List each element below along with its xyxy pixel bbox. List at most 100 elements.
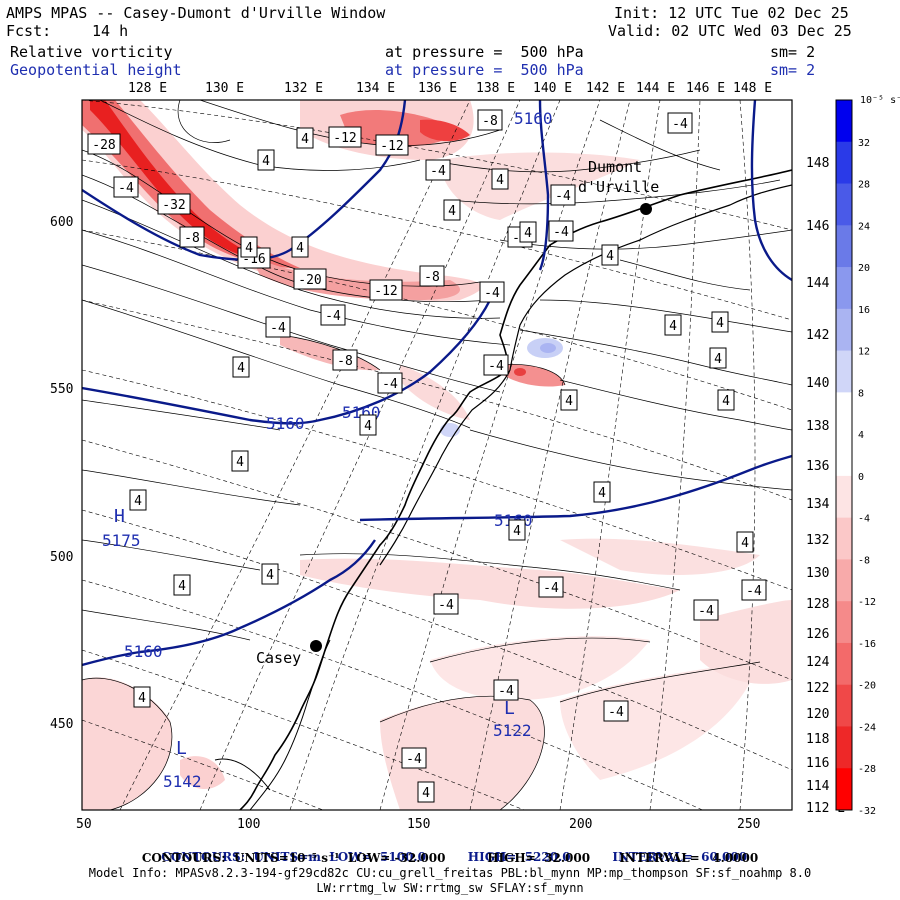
vorticity-label-text: -4 — [406, 752, 422, 767]
colorbar-level-label: -16 — [858, 639, 876, 650]
vorticity-label-box — [375, 134, 409, 156]
height-label: 5160 — [514, 109, 553, 128]
vorticity-label: -4 — [550, 184, 576, 206]
right-label: 116 E — [806, 756, 845, 771]
vorticity-label: -12 — [375, 134, 409, 156]
vorticity-label: -32 — [157, 193, 191, 215]
vorticity-label-text: 4 — [524, 226, 532, 241]
y-tick: 500 — [50, 550, 73, 565]
vorticity-label-text: 4 — [134, 494, 142, 509]
footer-vorticity-contours: CONTOURS: UNITS=10⁻⁵ s⁻¹ LOW= -32.000 HI… — [141, 851, 759, 865]
colorbar-swatch — [836, 726, 852, 769]
vorticity-label: 4 — [709, 347, 727, 369]
lon-label: 138 E — [476, 81, 515, 96]
colorbar-level-label: -32 — [858, 806, 876, 817]
vorticity-label: 4 — [173, 574, 191, 596]
vorticity-label-text: -32 — [162, 198, 185, 213]
y-tick: 550 — [50, 382, 73, 397]
vorticity-label-text: -4 — [672, 117, 688, 132]
vorticity-label-text: -4 — [608, 705, 624, 720]
colorbar-level-label: 20 — [858, 263, 870, 274]
vorticity-label: -4 — [401, 747, 427, 769]
vorticity-label-text: -4 — [498, 684, 514, 699]
vorticity-label: 4 — [232, 356, 250, 378]
field2-smoothing: sm= 2 — [770, 61, 816, 79]
lon-label: 144 E — [636, 81, 675, 96]
vorticity-label: -4 — [320, 304, 346, 326]
field1-pressure: at pressure = 500 hPa — [385, 43, 584, 61]
vorticity-label-box — [711, 311, 729, 333]
vorticity-label: -4 — [538, 576, 564, 598]
lon-label: 132 E — [284, 81, 323, 96]
vorticity-label-box — [736, 531, 754, 553]
x-tick: 100 — [237, 817, 260, 832]
vorticity-label-text: -4 — [746, 584, 762, 599]
vorticity-label: 4 — [359, 414, 377, 436]
colorbar-swatch — [836, 308, 852, 352]
y-tick: 600 — [50, 215, 73, 230]
vorticity-label: 4 — [601, 244, 619, 266]
colorbar-level-label: 24 — [858, 221, 870, 232]
init-time: Init: 12 UTC Tue 02 Dec 25 — [614, 4, 849, 22]
high-value: 5175 — [102, 531, 141, 550]
vorticity-label: -4 — [479, 281, 505, 303]
vorticity-label-box — [401, 747, 427, 769]
vorticity-label-box — [603, 700, 629, 722]
colorbar-swatch — [836, 392, 852, 435]
lon-label: 128 E — [128, 81, 167, 96]
vorticity-label-text: -4 — [698, 604, 714, 619]
station-label-casey: Casey — [256, 649, 301, 667]
vorticity-label-text: 4 — [496, 173, 504, 188]
right-label: 132 E — [806, 533, 845, 548]
vorticity-label: 4 — [593, 481, 611, 503]
forecast-hour: 14 h — [92, 22, 129, 40]
vorticity-label-text: 4 — [262, 154, 270, 169]
vorticity-label-box — [87, 133, 121, 155]
right-label: 112 E — [806, 801, 845, 816]
vorticity-label: 4 — [231, 450, 249, 472]
vorticity-label-box — [173, 574, 191, 596]
vorticity-label-text: -8 — [337, 354, 353, 369]
vorticity-label-text: -4 — [325, 309, 341, 324]
colorbar-swatch — [836, 642, 852, 686]
vorticity-label: -4 — [377, 372, 403, 394]
map-shading — [82, 100, 792, 810]
vorticity-label-box — [538, 576, 564, 598]
vorticity-label-box — [477, 109, 503, 131]
vorticity-label: -4 — [433, 593, 459, 615]
x-tick: 250 — [737, 817, 760, 832]
colorbar-swatch — [836, 475, 852, 519]
height-label: 5160 — [266, 414, 305, 433]
lon-label: 148 E — [733, 81, 772, 96]
vorticity-label-box — [741, 579, 767, 601]
x-tick: 150 — [407, 817, 430, 832]
vorticity-label-box — [419, 265, 445, 287]
axis-ticks: 50 100 150 200 250 600 550 500 450 — [50, 215, 760, 832]
vorticity-label: 4 — [240, 236, 258, 258]
vorticity-label-text: 4 — [422, 786, 430, 801]
vorticity-label-text: 4 — [716, 316, 724, 331]
vorticity-label-box — [232, 356, 250, 378]
vorticity-label-box — [113, 176, 139, 198]
footer-contour-low: CONTOURS: UNITS=m LOW= 5100.0 — [161, 850, 426, 864]
height-contours — [82, 100, 792, 667]
vorticity-label: 4 — [711, 311, 729, 333]
vorticity-label-text: 4 — [178, 579, 186, 594]
right-label: 140 E — [806, 376, 845, 391]
vorticity-label: 4 — [257, 149, 275, 171]
footer-contour-high: HIGH= 5220.0 — [467, 850, 571, 864]
vorticity-label-text: -4 — [553, 225, 569, 240]
colorbar-level-label: -20 — [858, 681, 876, 692]
vorticity-label: -12 — [369, 279, 403, 301]
colorbar: 32 28 24 20 16 12 8 4 0 -4 -8 -12 -16 -20 -24 -28 -32 — [835, 99, 876, 817]
right-label: 128 E — [806, 597, 845, 612]
vorticity-label-text: 4 — [565, 394, 573, 409]
right-label: 124 E — [806, 655, 845, 670]
lon-label: 140 E — [533, 81, 572, 96]
vorticity-label: 4 — [417, 781, 435, 803]
dumont-durville-marker — [640, 203, 652, 215]
vorticity-label-text: 4 — [448, 204, 456, 219]
right-labels: 148 E 146 E 144 E 142 E 140 E 138 E 136 … — [806, 156, 845, 816]
vorticity-label: -8 — [179, 226, 205, 248]
vorticity-label: 4 — [560, 389, 578, 411]
